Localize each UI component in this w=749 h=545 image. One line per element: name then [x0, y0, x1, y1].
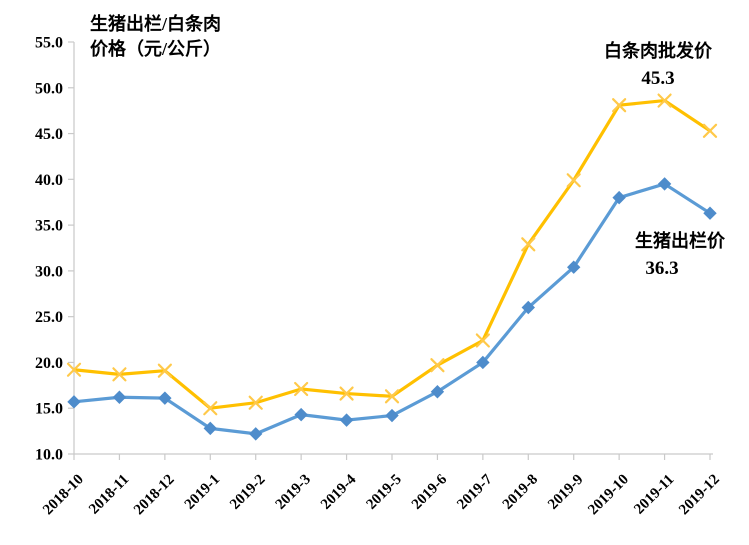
y-axis-tick-label: 30.0: [35, 263, 63, 280]
annotation-baitiaorou-label: 白条肉批发价: [604, 40, 713, 61]
x-marker: [475, 333, 490, 348]
y-axis-tick-label: 20.0: [35, 355, 63, 372]
diamond-marker: [339, 413, 354, 427]
x-marker: [657, 93, 672, 108]
diamond-marker: [521, 300, 535, 315]
x-axis-tick-label: 2019-4: [318, 471, 360, 513]
diamond-marker: [476, 355, 490, 370]
annotation-shengzhu-label: 生猪出栏价: [635, 230, 726, 251]
x-axis-tick-label: 2019-11: [631, 472, 677, 518]
x-axis-tick-label: 2019-2: [227, 472, 268, 513]
plot-layer: 10.0 15.0 20.0 25.0 30.0 35.0 40.0 45.0 50.0 55.0…: [35, 35, 723, 519]
annotation-shengzhu-value: 36.3: [645, 258, 678, 279]
annotation-baitiaorou-value: 45.3: [641, 68, 674, 89]
x-axis-tick-label: 2019-6: [409, 471, 451, 513]
x-marker: [384, 389, 400, 404]
y-axis-tick-label: 35.0: [35, 218, 63, 235]
series-line-baitiaorou: [72, 98, 712, 410]
y-axis-tick-label: 10.0: [35, 447, 63, 464]
x-marker: [430, 358, 445, 373]
diamond-marker: [385, 408, 399, 423]
y-axis-tick-label: 15.0: [35, 401, 63, 418]
x-axis-tick-label: 2019-1: [182, 472, 223, 513]
x-axis-tick-label: 2018-10: [40, 472, 87, 519]
diamond-marker: [249, 427, 263, 441]
diamond-marker: [703, 206, 717, 220]
x-axis-tick-label: 2019-3: [273, 472, 314, 513]
chart-title-line2: 价格（元/公斤）: [90, 38, 221, 59]
y-axis-tick-label: 45.0: [35, 126, 63, 143]
diamond-marker: [203, 421, 217, 436]
diamond-marker: [612, 190, 626, 205]
x-marker: [294, 381, 309, 397]
x-axis-tick-label: 2018-12: [131, 472, 178, 519]
x-marker: [339, 386, 354, 401]
diamond-marker: [567, 260, 581, 274]
y-axis-tick-label: 40.0: [35, 172, 63, 189]
chart-title-line1: 生猪出栏/白条肉: [90, 13, 221, 34]
x-axis-tick-label: 2019-5: [363, 472, 404, 513]
diamond-marker: [158, 391, 172, 405]
diamond-marker: [294, 407, 308, 422]
x-marker: [112, 367, 127, 382]
x-marker: [702, 123, 718, 138]
diamond-marker: [657, 177, 672, 191]
diamond-marker: [112, 390, 127, 404]
y-axis-tick-label: 55.0: [35, 35, 63, 52]
diamond-marker: [67, 395, 81, 409]
x-axis-tick-label: 2019-10: [585, 472, 632, 519]
y-axis-tick-label: 25.0: [35, 309, 63, 326]
y-axis-tick-label: 50.0: [35, 80, 63, 97]
x-marker: [66, 362, 82, 377]
x-axis-tick-label: 2019-7: [454, 471, 496, 513]
x-marker: [612, 98, 627, 113]
x-axis-tick-label: 2019-12: [676, 472, 723, 519]
diamond-marker: [430, 385, 445, 399]
x-axis-tick-label: 2019-9: [545, 472, 586, 513]
x-marker: [566, 173, 581, 188]
x-marker: [157, 363, 172, 378]
x-axis-tick-label: 2019-8: [500, 472, 541, 513]
x-marker: [203, 401, 218, 416]
x-marker: [248, 395, 263, 410]
x-marker: [521, 237, 536, 252]
x-axis-tick-label: 2018-11: [86, 472, 132, 518]
